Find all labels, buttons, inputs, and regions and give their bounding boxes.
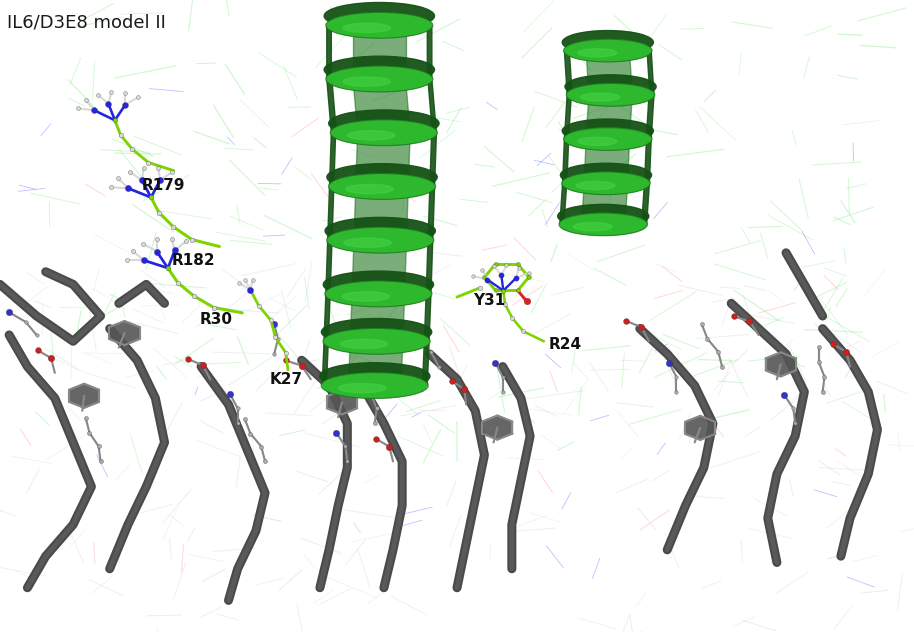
Ellipse shape <box>347 131 395 140</box>
Polygon shape <box>424 288 430 341</box>
Ellipse shape <box>324 3 434 30</box>
Ellipse shape <box>343 77 390 86</box>
Ellipse shape <box>340 339 388 348</box>
Polygon shape <box>427 19 431 79</box>
Text: IL6/D3E8 model II: IL6/D3E8 model II <box>7 14 166 32</box>
Polygon shape <box>430 126 437 186</box>
Ellipse shape <box>562 119 654 143</box>
Polygon shape <box>353 79 410 133</box>
Ellipse shape <box>558 204 649 228</box>
Polygon shape <box>428 180 435 240</box>
Ellipse shape <box>580 93 620 101</box>
Text: R182: R182 <box>172 253 216 269</box>
Ellipse shape <box>563 173 649 194</box>
Ellipse shape <box>324 56 434 83</box>
Polygon shape <box>565 44 572 95</box>
Polygon shape <box>645 133 651 183</box>
Ellipse shape <box>327 164 437 191</box>
Ellipse shape <box>343 23 390 32</box>
Polygon shape <box>581 183 628 224</box>
Text: R30: R30 <box>199 312 232 327</box>
Polygon shape <box>327 391 357 415</box>
Polygon shape <box>426 234 433 294</box>
Polygon shape <box>327 19 331 79</box>
Text: K27: K27 <box>270 372 303 387</box>
Polygon shape <box>483 416 513 440</box>
Polygon shape <box>327 180 335 240</box>
Polygon shape <box>559 177 567 224</box>
Polygon shape <box>766 353 796 377</box>
Polygon shape <box>646 88 654 139</box>
Polygon shape <box>586 51 632 95</box>
Polygon shape <box>327 73 336 133</box>
Text: R24: R24 <box>548 337 581 353</box>
Ellipse shape <box>342 292 389 301</box>
Ellipse shape <box>327 66 431 92</box>
Ellipse shape <box>565 40 651 61</box>
Ellipse shape <box>325 281 431 307</box>
Ellipse shape <box>560 163 652 187</box>
Polygon shape <box>69 384 100 408</box>
Ellipse shape <box>331 120 437 145</box>
Polygon shape <box>562 133 569 183</box>
Ellipse shape <box>578 137 617 145</box>
Polygon shape <box>646 44 654 95</box>
Polygon shape <box>584 139 630 183</box>
Polygon shape <box>422 335 430 386</box>
Polygon shape <box>427 73 437 133</box>
Ellipse shape <box>329 174 435 199</box>
Ellipse shape <box>324 271 433 298</box>
Ellipse shape <box>565 128 651 150</box>
Ellipse shape <box>322 373 427 398</box>
Polygon shape <box>686 416 716 440</box>
Ellipse shape <box>573 222 612 231</box>
Ellipse shape <box>565 75 656 99</box>
Polygon shape <box>352 240 407 294</box>
Polygon shape <box>350 294 405 341</box>
Polygon shape <box>110 321 140 345</box>
Polygon shape <box>353 25 406 79</box>
Ellipse shape <box>325 217 435 245</box>
Text: R179: R179 <box>142 178 186 193</box>
Ellipse shape <box>578 49 617 57</box>
Ellipse shape <box>344 238 391 247</box>
Text: Y31: Y31 <box>473 293 505 308</box>
Polygon shape <box>565 88 572 139</box>
Ellipse shape <box>567 84 654 106</box>
Polygon shape <box>354 186 409 240</box>
Polygon shape <box>329 126 336 186</box>
Polygon shape <box>642 177 649 224</box>
Ellipse shape <box>327 13 431 38</box>
Ellipse shape <box>320 363 430 390</box>
Ellipse shape <box>327 228 433 253</box>
Ellipse shape <box>576 181 615 190</box>
Ellipse shape <box>322 319 431 346</box>
Ellipse shape <box>559 214 646 235</box>
Ellipse shape <box>324 329 430 354</box>
Polygon shape <box>324 288 331 341</box>
Ellipse shape <box>562 30 654 54</box>
Ellipse shape <box>329 110 439 137</box>
Ellipse shape <box>338 384 386 392</box>
Polygon shape <box>322 335 328 386</box>
Polygon shape <box>586 95 632 139</box>
Polygon shape <box>356 133 410 186</box>
Ellipse shape <box>345 185 393 193</box>
Polygon shape <box>348 341 403 386</box>
Polygon shape <box>325 234 332 294</box>
